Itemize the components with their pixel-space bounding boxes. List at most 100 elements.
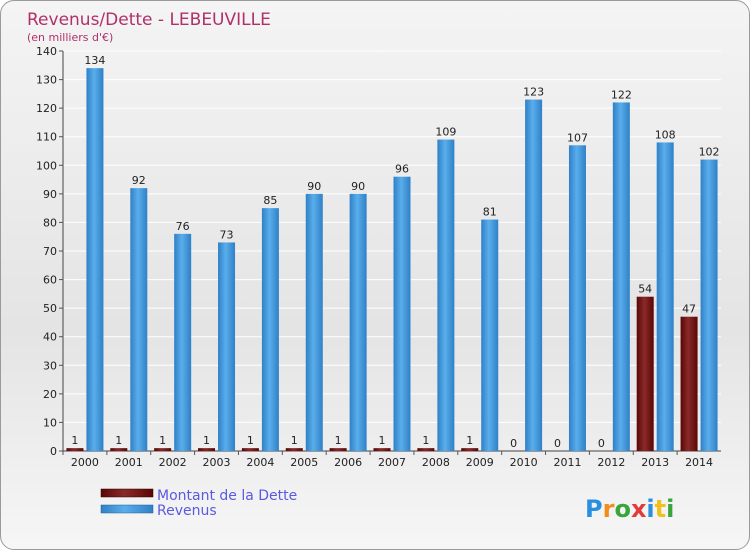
legend-swatch-revenus [100, 504, 154, 514]
label-dette-2003: 1 [203, 434, 210, 447]
x-tick-label-2000: 2000 [71, 456, 99, 469]
bar-dette-2001 [110, 448, 128, 451]
bar-revenus-2000 [86, 68, 104, 452]
y-tick-label: 60 [43, 274, 57, 287]
bar-revenus-2005 [305, 193, 323, 451]
bar-dette-2014 [680, 316, 698, 451]
label-dette-2007: 1 [379, 434, 386, 447]
bar-dette-2009 [461, 448, 479, 451]
x-tick-label-2005: 2005 [290, 456, 318, 469]
x-tick-label-2008: 2008 [422, 456, 450, 469]
bar-revenus-2001 [130, 188, 148, 451]
x-tick-label-2011: 2011 [553, 456, 581, 469]
label-revenus-2004: 85 [263, 194, 277, 207]
label-dette-2004: 1 [247, 434, 254, 447]
label-dette-2001: 1 [115, 434, 122, 447]
bar-revenus-2007 [393, 176, 411, 451]
label-revenus-2006: 90 [351, 180, 365, 193]
y-tick-label: 40 [43, 331, 57, 344]
x-tick-label-2013: 2013 [641, 456, 669, 469]
y-tick-label: 80 [43, 216, 57, 229]
label-revenus-2000: 134 [84, 54, 105, 67]
label-revenus-2002: 76 [176, 220, 190, 233]
label-dette-2000: 1 [71, 434, 78, 447]
bar-revenus-2008 [437, 139, 455, 452]
y-tick-label: 100 [36, 159, 57, 172]
x-tick-label-2002: 2002 [159, 456, 187, 469]
label-revenus-2010: 123 [523, 86, 544, 99]
label-revenus-2011: 107 [567, 131, 588, 144]
x-tick-label-2009: 2009 [466, 456, 494, 469]
y-tick-label: 120 [36, 102, 57, 115]
label-revenus-2012: 122 [611, 88, 632, 101]
proxiti-logo: Proxiti [585, 495, 674, 523]
label-revenus-2008: 109 [435, 126, 456, 139]
bar-revenus-2012 [612, 102, 630, 451]
label-dette-2012: 0 [598, 437, 605, 450]
bar-dette-2002 [154, 448, 172, 451]
x-tick-label-2012: 2012 [597, 456, 625, 469]
bar-dette-2005 [285, 448, 303, 451]
label-dette-2011: 0 [554, 437, 561, 450]
bars [66, 68, 718, 452]
value-labels: 1 134 1 92 1 76 1 73 1 85 1 90 1 90 1 96 1 109 1 81 0 123 0 107… [71, 54, 719, 450]
x-tick-label-2003: 2003 [203, 456, 231, 469]
x-tick-label-2006: 2006 [334, 456, 362, 469]
bar-revenus-2002 [174, 233, 192, 451]
legend-swatch-debt [100, 488, 154, 498]
x-tick-label-2014: 2014 [685, 456, 713, 469]
bar-revenus-2003 [218, 242, 236, 451]
bar-dette-2000 [66, 448, 84, 451]
bar-revenus-2009 [481, 219, 499, 451]
label-dette-2009: 1 [466, 434, 473, 447]
y-tick-label: 70 [43, 245, 57, 258]
bar-dette-2013 [636, 296, 654, 451]
y-tick-label: 20 [43, 388, 57, 401]
label-revenus-2014: 102 [699, 146, 720, 159]
y-tick-label: 0 [50, 445, 57, 458]
bar-revenus-2013 [656, 142, 674, 451]
bar-dette-2006 [329, 448, 347, 451]
bar-revenus-2004 [261, 208, 279, 451]
label-revenus-2013: 108 [655, 128, 676, 141]
x-tick-label-2007: 2007 [378, 456, 406, 469]
bar-revenus-2010 [525, 99, 543, 452]
y-tick-label: 90 [43, 188, 57, 201]
label-revenus-2003: 73 [220, 228, 234, 241]
y-tick-label: 30 [43, 359, 57, 372]
bar-revenus-2011 [568, 145, 586, 452]
proxiti-logo-text: Proxiti [585, 495, 674, 523]
bar-revenus-2006 [349, 193, 367, 451]
y-tick-label: 140 [36, 45, 57, 58]
chart-title: Revenus/Dette - LEBEUVILLE [27, 10, 271, 30]
y-tick-label: 10 [43, 416, 57, 429]
bar-dette-2007 [373, 448, 391, 451]
bar-dette-2003 [198, 448, 216, 451]
y-tick-label: 50 [43, 302, 57, 315]
legend-label-debt: Montant de la Dette [157, 488, 297, 504]
legend-label-revenus: Revenus [157, 503, 217, 519]
label-dette-2014: 47 [682, 303, 696, 316]
label-dette-2013: 54 [638, 283, 652, 296]
bar-dette-2004 [241, 448, 259, 451]
label-revenus-2009: 81 [483, 206, 497, 219]
bar-revenus-2014 [700, 159, 718, 452]
label-dette-2002: 1 [159, 434, 166, 447]
x-tick-label-2001: 2001 [115, 456, 143, 469]
x-tick-label-2004: 2004 [246, 456, 274, 469]
chart-subtitle: (en milliers d'€) [27, 31, 113, 44]
label-revenus-2001: 92 [132, 174, 146, 187]
y-tick-label: 110 [36, 131, 57, 144]
label-dette-2006: 1 [335, 434, 342, 447]
label-dette-2005: 1 [291, 434, 298, 447]
bar-dette-2008 [417, 448, 435, 451]
label-revenus-2007: 96 [395, 163, 409, 176]
x-tick-label-2010: 2010 [510, 456, 538, 469]
label-dette-2008: 1 [422, 434, 429, 447]
y-tick-label: 130 [36, 74, 57, 87]
x-ticks: 2000 2001 2002 2003 2004 2005 2006 2007 2008 2009… [62, 451, 713, 469]
label-revenus-2005: 90 [307, 180, 321, 193]
